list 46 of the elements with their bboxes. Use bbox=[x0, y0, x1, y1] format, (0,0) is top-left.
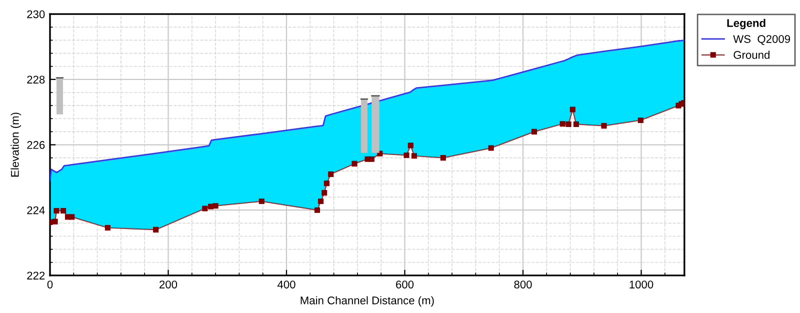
x-axis-title: Main Channel Distance (m) bbox=[300, 296, 434, 307]
y-tick-label: 224 bbox=[27, 206, 45, 214]
point bbox=[404, 152, 410, 158]
point bbox=[601, 123, 607, 129]
point bbox=[408, 142, 414, 148]
point bbox=[570, 106, 576, 112]
point bbox=[208, 204, 214, 210]
x-tick-label: 200 bbox=[160, 280, 178, 288]
point bbox=[212, 203, 218, 209]
point bbox=[322, 190, 328, 196]
y-tick-label: 222 bbox=[27, 272, 45, 280]
point bbox=[318, 198, 324, 204]
legend-label: WS Q2009 bbox=[733, 35, 790, 45]
y-tick-label: 230 bbox=[27, 10, 45, 18]
point bbox=[258, 198, 264, 204]
x-tick-label: 800 bbox=[514, 280, 532, 288]
y-axis-title: Elevation (m) bbox=[10, 112, 22, 177]
legend-label: Ground bbox=[734, 50, 770, 59]
point bbox=[560, 121, 566, 127]
y-tick-label: 228 bbox=[27, 76, 45, 84]
point bbox=[54, 208, 60, 214]
point bbox=[314, 207, 320, 213]
point bbox=[411, 153, 417, 159]
point bbox=[440, 155, 446, 161]
point bbox=[328, 171, 334, 177]
point bbox=[69, 214, 75, 220]
point bbox=[531, 128, 538, 134]
y-tick-label: 226 bbox=[27, 141, 45, 149]
point bbox=[104, 224, 110, 231]
point bbox=[638, 117, 644, 124]
x-tick-label: 0 bbox=[47, 280, 53, 288]
point bbox=[573, 121, 579, 127]
point bbox=[566, 121, 572, 127]
point bbox=[368, 156, 374, 162]
point bbox=[60, 208, 66, 214]
point bbox=[488, 145, 494, 151]
point bbox=[324, 180, 330, 186]
x-tick-label: 400 bbox=[277, 280, 296, 288]
legend-title: Legend bbox=[727, 18, 766, 30]
line-series bbox=[50, 40, 684, 182]
point bbox=[52, 218, 58, 224]
point bbox=[202, 206, 208, 212]
point bbox=[153, 226, 159, 232]
x-tick-label: 600 bbox=[396, 280, 414, 288]
point bbox=[352, 160, 358, 166]
x-tick-label: 1000 bbox=[630, 280, 654, 288]
